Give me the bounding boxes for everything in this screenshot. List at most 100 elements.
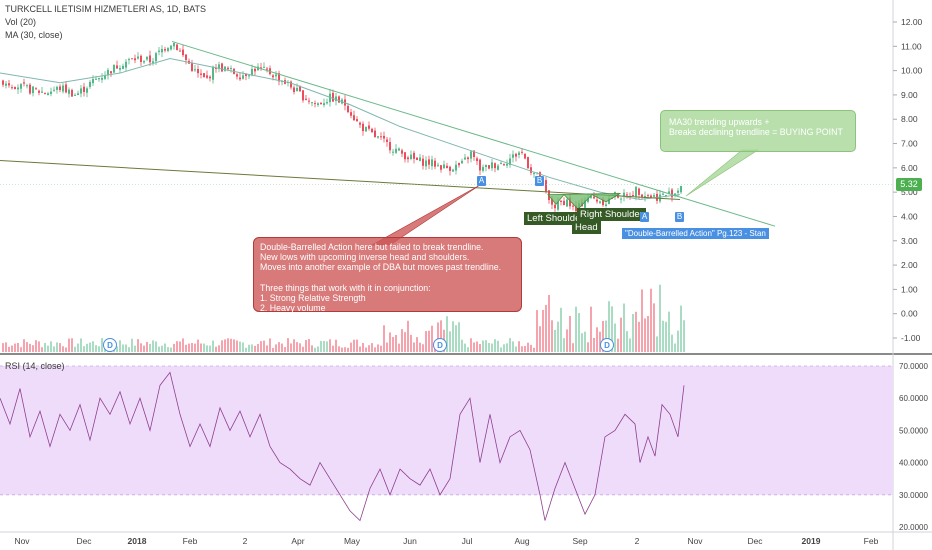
dividend-marker[interactable]: D: [600, 338, 614, 352]
volume-bar: [200, 343, 202, 352]
price-tick-label: 12.00: [901, 17, 923, 27]
volume-bar: [683, 320, 685, 352]
candle-body: [416, 157, 418, 161]
candle-body: [95, 78, 97, 80]
volume-bar: [473, 342, 475, 352]
candle-body: [98, 78, 100, 80]
candle-body: [551, 198, 553, 205]
volume-bar: [539, 326, 541, 352]
volume-bar: [449, 331, 451, 352]
candle-body: [179, 50, 181, 52]
volume-bar: [227, 338, 229, 352]
declining-trendline: [171, 40, 776, 227]
candle-body: [296, 87, 298, 92]
volume-bar: [392, 337, 394, 352]
candle-body: [401, 150, 403, 154]
volume-bar: [647, 316, 649, 352]
rsi-legend: RSI (14, close): [5, 361, 65, 371]
candle-body: [464, 157, 466, 160]
volume-bar: [551, 320, 553, 352]
volume-bar: [278, 342, 280, 352]
price-tick-label: 7.00: [901, 139, 918, 149]
candle-body: [308, 100, 310, 102]
volume-bar: [164, 343, 166, 352]
time-tick-label: Apr: [291, 536, 304, 546]
candle-body: [170, 45, 172, 50]
volume-bar: [524, 345, 526, 352]
candle-body: [386, 139, 388, 142]
volume-bar: [470, 338, 472, 352]
volume-bar: [467, 347, 469, 352]
volume-bar: [308, 339, 310, 352]
annotation-buy-line-1: MA30 trending upwards +: [669, 117, 770, 127]
volume-bar: [383, 325, 385, 352]
candle-body: [329, 93, 331, 103]
rsi-band: [0, 366, 893, 495]
volume-bar: [173, 343, 175, 352]
volume-bar: [593, 337, 595, 352]
volume-bar: [401, 329, 403, 352]
volume-bar: [269, 338, 271, 352]
candle-body: [494, 163, 496, 169]
volume-bar: [584, 331, 586, 352]
candle-body: [236, 74, 238, 77]
volume-bar: [428, 330, 430, 352]
candle-body: [218, 64, 220, 69]
volume-bar: [605, 320, 607, 352]
candle-body: [584, 200, 586, 208]
volume-bar: [617, 338, 619, 352]
candle-body: [377, 136, 379, 138]
volume-bar: [545, 304, 547, 352]
volume-bar: [128, 347, 130, 352]
candle-body: [671, 189, 673, 198]
price-tick-label: 10.00: [901, 66, 923, 76]
volume-bar: [596, 327, 598, 352]
volume-bar: [458, 322, 460, 352]
dividend-marker[interactable]: D: [433, 338, 447, 352]
volume-bar: [41, 347, 43, 352]
candle-body: [440, 165, 442, 170]
volume-bar: [437, 322, 439, 352]
volume-bar: [413, 342, 415, 352]
volume-bar: [74, 346, 76, 352]
volume-bar: [311, 345, 313, 352]
candle-body: [545, 180, 547, 192]
volume-bar: [134, 345, 136, 352]
candle-body: [437, 164, 439, 166]
volume-bar: [677, 330, 679, 352]
volume-bar: [230, 338, 232, 352]
candle-body: [254, 68, 256, 72]
volume-bar: [152, 340, 154, 352]
volume-bar: [644, 318, 646, 352]
volume-bar: [251, 344, 253, 352]
candle-body: [260, 67, 262, 69]
volume-bar: [638, 321, 640, 352]
dividend-marker[interactable]: D: [103, 338, 117, 352]
volume-bar: [350, 342, 352, 352]
volume-bar: [629, 338, 631, 352]
volume-bar: [341, 347, 343, 352]
volume-bar: [119, 340, 121, 352]
volume-bar: [560, 307, 562, 352]
candle-body: [572, 205, 574, 207]
volume-bar: [62, 346, 64, 352]
annotation-dba-pointer: [370, 184, 481, 246]
volume-bar: [455, 325, 457, 352]
candle-body: [647, 195, 649, 197]
candle-body: [203, 73, 205, 78]
volume-bar: [347, 347, 349, 352]
candle-body: [50, 91, 52, 94]
candle-body: [299, 86, 301, 92]
price-tick-label: 0.00: [901, 309, 918, 319]
candle-body: [176, 44, 178, 51]
candle-body: [311, 102, 313, 104]
head-shoulders-pattern: [547, 192, 622, 210]
volume-bar: [572, 343, 574, 352]
ma-legend: MA (30, close): [5, 30, 63, 40]
candle-body: [332, 92, 334, 102]
candle-body: [653, 195, 655, 197]
candle-body: [383, 135, 385, 139]
volume-bar: [125, 344, 127, 352]
candle-body: [674, 193, 676, 196]
chart-title: TURKCELL ILETISIM HIZMETLERI AS, 1D, BAT…: [5, 4, 207, 14]
